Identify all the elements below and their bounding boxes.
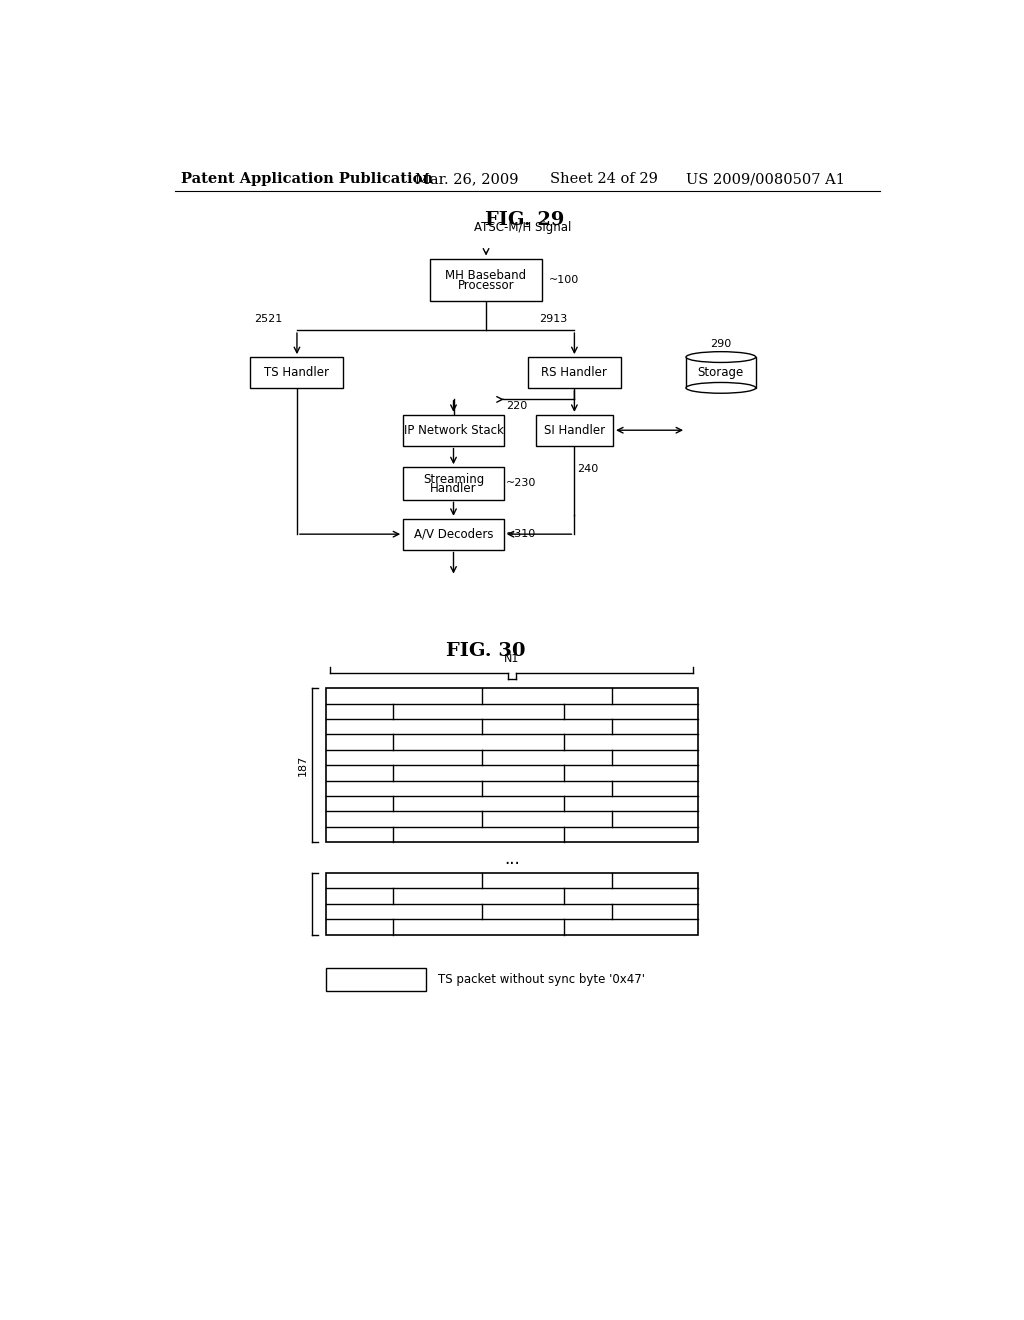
Bar (403, 414, 504, 446)
Text: FIG. 30: FIG. 30 (446, 643, 525, 660)
Bar (430, 259, 543, 301)
Text: Processor: Processor (458, 279, 514, 292)
Text: TS Handler: TS Handler (264, 366, 330, 379)
Text: US 2009/0080507 A1: US 2009/0080507 A1 (686, 172, 845, 186)
Text: ~100: ~100 (549, 275, 579, 285)
Text: FIG. 29: FIG. 29 (485, 211, 564, 228)
Bar (403, 467, 504, 499)
Text: Storage: Storage (697, 366, 744, 379)
Text: TS packet without sync byte '0x47': TS packet without sync byte '0x47' (438, 973, 645, 986)
Text: Patent Application Publication: Patent Application Publication (180, 172, 433, 186)
Text: Mar. 26, 2009: Mar. 26, 2009 (415, 172, 518, 186)
Text: 240: 240 (577, 463, 598, 474)
Text: Streaming: Streaming (423, 473, 484, 486)
Text: 2521: 2521 (254, 314, 283, 323)
Bar (326, 688, 697, 842)
Text: ...: ... (504, 850, 519, 869)
Bar (326, 873, 697, 935)
Text: Handler: Handler (430, 482, 477, 495)
Bar (326, 968, 426, 991)
Text: 187: 187 (298, 755, 308, 776)
Ellipse shape (686, 351, 756, 363)
Text: RS Handler: RS Handler (542, 366, 607, 379)
Bar (251, 358, 343, 388)
Text: IP Network Stack: IP Network Stack (403, 424, 504, 437)
Ellipse shape (686, 383, 756, 393)
Text: 2913: 2913 (540, 314, 567, 323)
Text: MH Baseband: MH Baseband (445, 269, 526, 282)
Text: ATSC-M/H Signal: ATSC-M/H Signal (474, 220, 571, 234)
Bar (686, 358, 756, 388)
Text: N1: N1 (504, 653, 519, 664)
Text: 290: 290 (711, 339, 731, 348)
Bar (403, 519, 504, 549)
Text: Sheet 24 of 29: Sheet 24 of 29 (550, 172, 658, 186)
Text: A/V Decoders: A/V Decoders (414, 528, 494, 541)
Text: ~230: ~230 (506, 478, 537, 488)
Text: SI Handler: SI Handler (544, 424, 605, 437)
Text: ~310: ~310 (506, 529, 537, 539)
Bar (528, 358, 621, 388)
Text: 220: 220 (506, 401, 527, 411)
Bar (536, 414, 613, 446)
